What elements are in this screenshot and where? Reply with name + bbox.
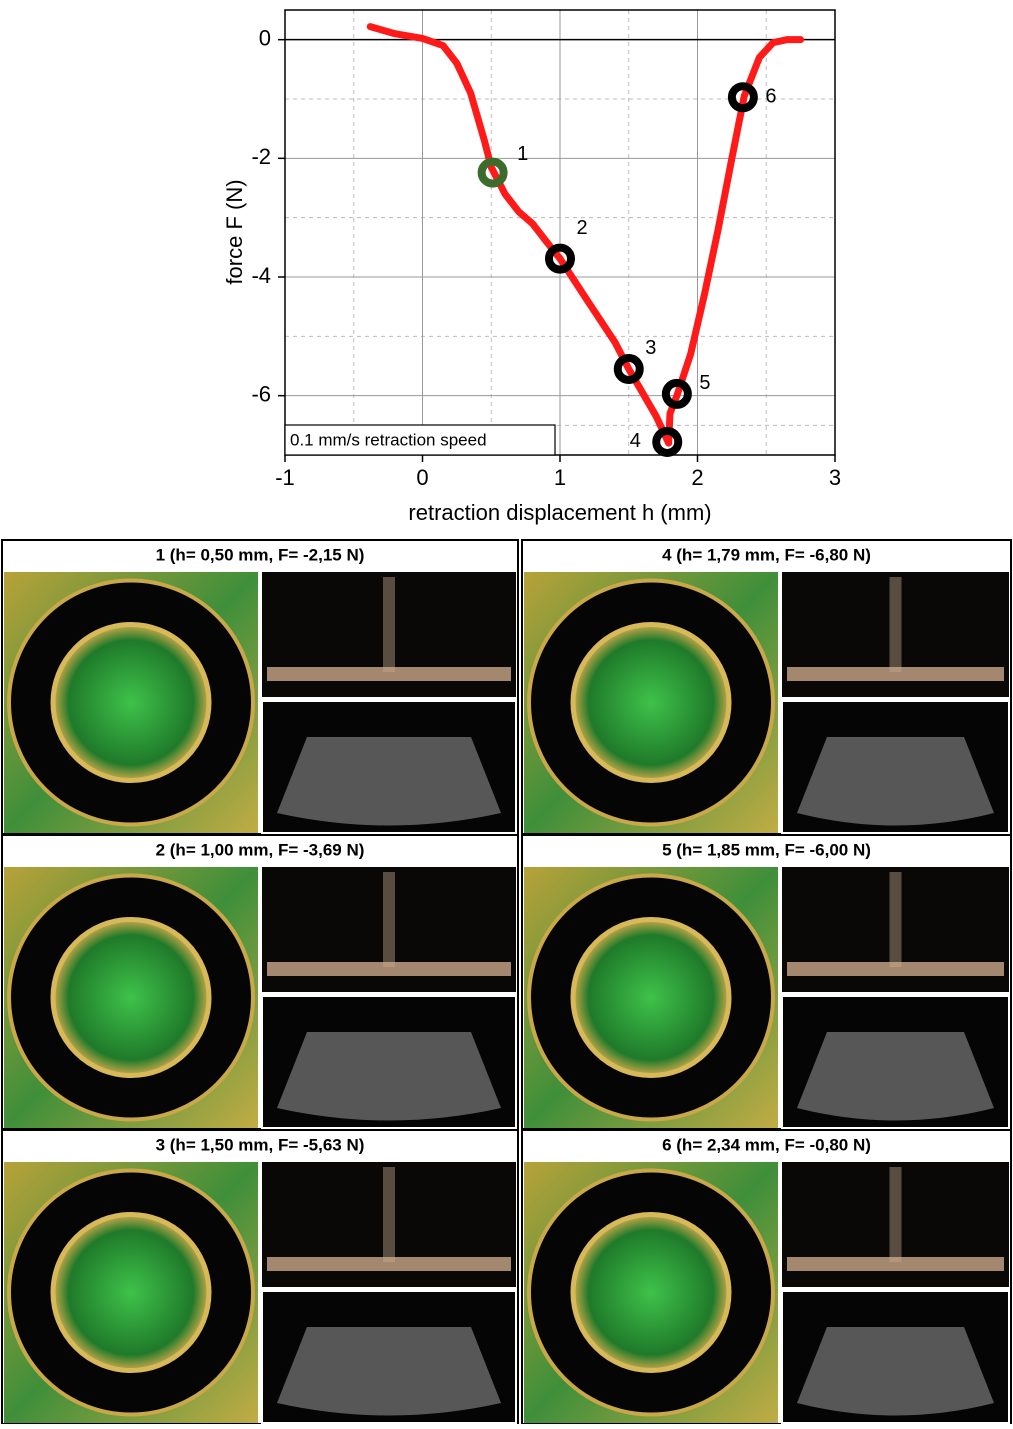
point-label: 5	[699, 372, 710, 394]
photo-side-base	[787, 1257, 1004, 1271]
photo-pin	[53, 625, 209, 781]
photo-side-cone	[797, 1032, 994, 1121]
point-label: 2	[576, 217, 587, 239]
y-tick-label: 0	[259, 25, 271, 50]
photo-side-base	[787, 667, 1004, 681]
point-label: 4	[630, 430, 641, 452]
photo-pin	[573, 920, 729, 1076]
photo-pin	[573, 1215, 729, 1371]
photo-side-base	[267, 667, 511, 681]
panel-title: 3 (h= 1,50 mm, F= -5,63 N)	[156, 1135, 365, 1154]
photo-side-cone	[277, 737, 501, 826]
panel-title: 1 (h= 0,50 mm, F= -2,15 N)	[156, 545, 365, 564]
photo-side-streak	[383, 872, 395, 967]
x-axis-label: retraction displacement h (mm)	[408, 500, 711, 525]
panel-title: 2 (h= 1,00 mm, F= -3,69 N)	[156, 840, 365, 859]
point-label: 6	[765, 86, 776, 108]
photo-side-base	[787, 962, 1004, 976]
photo-side-streak	[890, 577, 902, 672]
photo-side-base	[267, 962, 511, 976]
panel-title: 5 (h= 1,85 mm, F= -6,00 N)	[662, 840, 871, 859]
x-tick-label: -1	[275, 465, 295, 490]
x-tick-label: 1	[554, 465, 566, 490]
point-label: 1	[517, 143, 528, 165]
page: retraction displacement h (mm) force F (…	[0, 0, 1013, 1424]
y-axis-label: force F (N)	[222, 179, 247, 284]
photo-side-cone	[797, 737, 994, 826]
point-label: 3	[645, 337, 656, 359]
y-tick-label: -2	[251, 144, 271, 169]
annotation: 0.1 mm/s retraction speed	[290, 430, 487, 449]
x-tick-label: 3	[829, 465, 841, 490]
photo-pin	[573, 625, 729, 781]
panel-title: 6 (h= 2,34 mm, F= -0,80 N)	[662, 1135, 871, 1154]
photo-side-cone	[797, 1327, 994, 1416]
photo-side-base	[267, 1257, 511, 1271]
y-tick-label: -6	[251, 381, 271, 406]
photo-side-streak	[890, 1167, 902, 1262]
photo-pin	[53, 920, 209, 1076]
photo-pin	[53, 1215, 209, 1371]
x-tick-label: 2	[691, 465, 703, 490]
photo-side-cone	[277, 1032, 501, 1121]
photo-side-streak	[383, 1167, 395, 1262]
photo-side-streak	[890, 872, 902, 967]
y-tick-label: -4	[251, 263, 271, 288]
photo-side-cone	[277, 1327, 501, 1416]
figure: retraction displacement h (mm) force F (…	[0, 0, 1013, 1424]
x-tick-label: 0	[416, 465, 428, 490]
panel-title: 4 (h= 1,79 mm, F= -6,80 N)	[662, 545, 871, 564]
photo-side-streak	[383, 577, 395, 672]
